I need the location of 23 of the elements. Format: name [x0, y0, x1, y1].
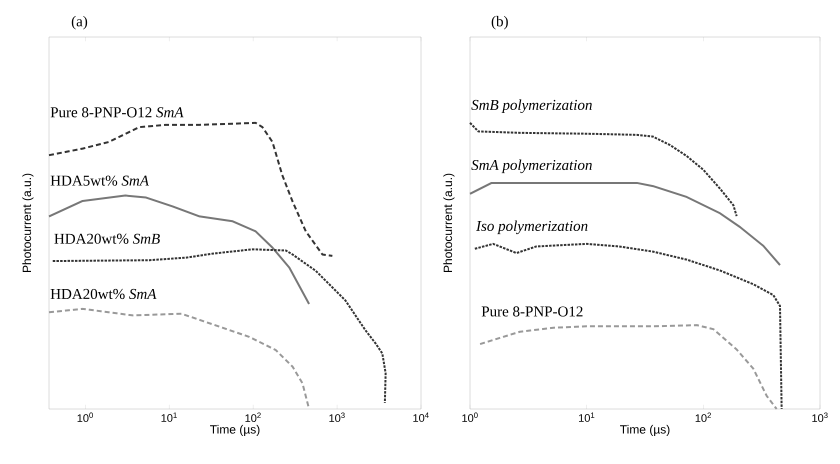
chart-title: (b) — [492, 16, 508, 30]
x-tick-label: 10$^{3}$ — [812, 412, 828, 422]
series-label: Pure 8-PNP-O12 SmA — [50, 107, 184, 118]
series-label: HDA20wt% SmB — [54, 234, 160, 244]
series-label: SmB polymerization — [471, 99, 592, 114]
x-tick-label: 10$^{4}$ — [413, 412, 429, 422]
series-label: Pure 8-PNP-O12 — [482, 306, 583, 317]
x-axis-title: Time (µs) — [620, 424, 670, 436]
x-tick-label: 10$^{0}$ — [462, 412, 478, 422]
x-axis-title: Time (µs) — [210, 424, 260, 436]
x-tick-label: 10$^{1}$ — [578, 412, 594, 422]
series-label: SmA polymerization — [471, 160, 592, 174]
series-label: HDA5wt% SmA — [50, 176, 149, 186]
series-label: Iso polymerization — [476, 220, 588, 234]
x-tick-label: 10$^{0}$ — [78, 412, 93, 422]
x-tick-label: 10$^{1}$ — [162, 412, 177, 422]
x-tick-label: 10$^{2}$ — [245, 412, 261, 422]
chart-title: (a) — [72, 16, 88, 30]
y-axis-title: Photocurrent (a.u.) — [22, 174, 34, 272]
x-tick-label: 10$^{2}$ — [696, 412, 711, 422]
series-label: HDA20wt% SmA — [50, 288, 156, 300]
x-tick-label: 10$^{3}$ — [329, 412, 345, 422]
y-axis-title: Photocurrent (a.u.) — [443, 174, 454, 272]
